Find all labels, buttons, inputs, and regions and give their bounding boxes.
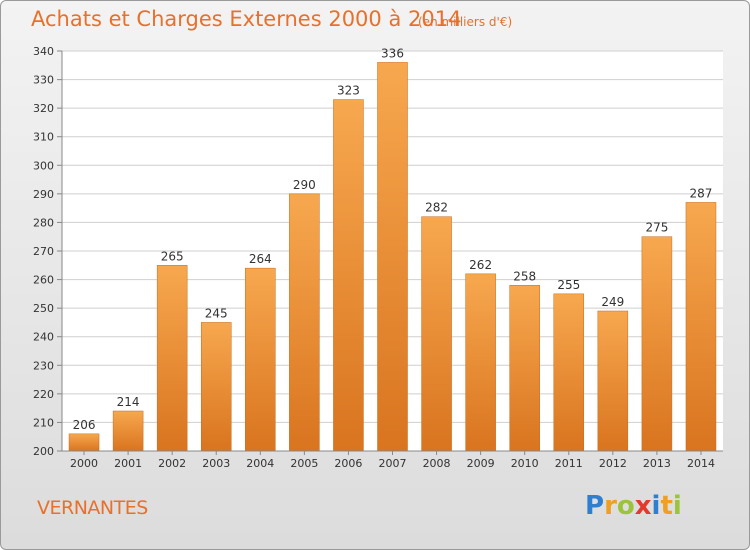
bar-2007	[377, 62, 408, 452]
y-tick-label: 330	[33, 74, 54, 87]
y-tick-label: 200	[33, 445, 54, 458]
y-tick-label: 230	[33, 359, 54, 372]
logo-letter: t	[660, 491, 673, 521]
logo-letter: r	[604, 491, 617, 521]
bar-value-label: 249	[601, 295, 624, 309]
x-tick-label: 2002	[158, 457, 186, 470]
bar-2010	[509, 285, 540, 452]
bar-value-label: 282	[425, 201, 448, 215]
bar-2003	[200, 322, 232, 452]
y-tick-label: 210	[33, 416, 54, 429]
bar-value-label: 336	[381, 46, 404, 60]
y-tick-label: 340	[33, 45, 54, 58]
logo-letter: i	[651, 491, 661, 521]
bar-value-label: 265	[161, 249, 184, 263]
y-tick-label: 250	[33, 302, 54, 315]
y-tick-label: 290	[33, 188, 54, 201]
y-tick-label: 300	[33, 159, 54, 172]
y-tick-label: 270	[33, 245, 54, 258]
location-label: VERNANTES	[37, 497, 148, 519]
x-tick-label: 2012	[599, 457, 627, 470]
bar-2006	[333, 99, 364, 452]
x-tick-label: 2005	[290, 457, 318, 470]
proxiti-logo[interactable]: Proxiti	[585, 491, 682, 521]
logo-letter: x	[634, 491, 652, 521]
logo-letter: o	[616, 491, 635, 521]
bar-value-label: 214	[117, 395, 140, 409]
bar-2005	[289, 193, 320, 452]
bar-value-label: 258	[513, 269, 536, 283]
y-tick-label: 260	[33, 274, 54, 287]
bar-value-label: 264	[249, 252, 272, 266]
bar-2009	[465, 273, 496, 452]
bar-2014	[685, 202, 717, 452]
x-tick-label: 2008	[423, 457, 451, 470]
bar-value-label: 262	[469, 258, 492, 272]
bar-2012	[597, 310, 629, 452]
bar-value-label: 290	[293, 178, 316, 192]
bar-2011	[553, 293, 585, 452]
bar-2002	[156, 265, 188, 452]
chart-title: Achats et Charges Externes 2000 à 2014	[31, 7, 462, 31]
axes: 200 210 220 230 240 250 260 270 280 290 300 310 320 3…	[33, 45, 723, 470]
x-tick-label: 2014	[687, 457, 715, 470]
bar-value-label: 287	[690, 186, 713, 200]
bar-value-label: 245	[205, 306, 228, 320]
bar-2013	[641, 236, 673, 452]
y-tick-label: 220	[33, 388, 54, 401]
x-tick-label: 2009	[467, 457, 495, 470]
x-tick-label: 2000	[70, 457, 98, 470]
y-tick-label: 280	[33, 216, 54, 229]
bar-2000	[68, 433, 100, 452]
x-tick-label: 2010	[511, 457, 539, 470]
bar-2004	[245, 267, 276, 452]
y-tick-label: 320	[33, 102, 54, 115]
x-tick-label: 2003	[202, 457, 230, 470]
bar-value-label: 275	[645, 221, 668, 235]
chart-subtitle: (en milliers d'€)	[418, 15, 513, 29]
bar-2008	[421, 216, 452, 452]
y-tick-label: 310	[33, 131, 54, 144]
x-tick-label: 2007	[379, 457, 407, 470]
x-tick-label: 2011	[555, 457, 583, 470]
logo-letter: i	[672, 491, 682, 521]
x-tick-label: 2006	[334, 457, 362, 470]
bar-2001	[112, 410, 144, 452]
bar-value-label: 255	[557, 278, 580, 292]
bar-value-label: 323	[337, 84, 360, 98]
x-tick-label: 2013	[643, 457, 671, 470]
x-tick-label: 2001	[114, 457, 142, 470]
bars: 206 214 265 245 264 290 323 336 282 262 258 255 249 2…	[68, 46, 717, 452]
logo-letter: P	[585, 491, 605, 521]
bar-value-label: 206	[73, 418, 96, 432]
x-tick-label: 2004	[246, 457, 274, 470]
y-tick-label: 240	[33, 331, 54, 344]
